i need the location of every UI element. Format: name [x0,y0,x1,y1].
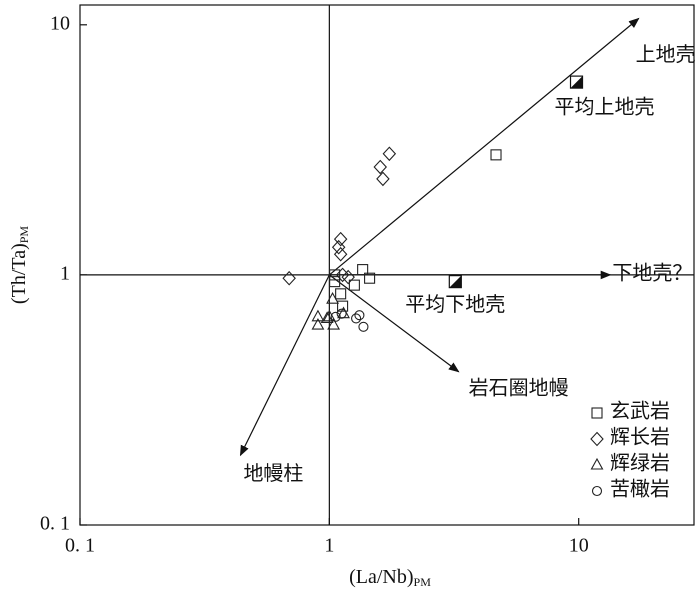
data-point [382,146,397,162]
arrow-label: 下地壳？ [612,261,692,284]
legend-marker [591,407,603,419]
trend-arrow [328,17,640,276]
legend-label: 苦橄岩 [610,478,670,501]
data-point [329,276,341,288]
legend-marker [590,431,604,447]
arrow-label: 岩石圈地幔 [469,376,569,399]
arrow-label: 上地壳 [636,43,696,66]
trend-arrow [239,274,330,457]
y-tick-label: 0. 1 [40,513,70,535]
arrow-label: 地幔柱 [243,462,303,485]
data-point [322,309,336,322]
plot-frame [79,4,695,526]
reference-point-label: 平均上地壳 [555,96,655,119]
y-axis-label: (Th/Ta)PM [8,226,31,304]
trend-arrow [328,274,460,373]
legend-marker [591,485,603,497]
data-point [490,149,502,161]
y-axis-label-main: (Th/Ta) [8,243,30,304]
data-point [357,264,369,276]
data-point [358,321,369,332]
data-point [373,159,387,175]
data-point [331,239,346,255]
y-tick-label: 1 [60,262,70,284]
data-point [336,308,347,319]
data-point [326,291,339,304]
x-tick-label: 1 [324,535,334,557]
x-tick-label: 10 [569,535,589,557]
reference-point-fill [570,76,583,89]
legend-label: 辉绿岩 [610,452,670,475]
data-point [348,279,360,291]
data-point [311,317,325,330]
legend-marker [590,457,604,470]
data-point [282,270,296,286]
data-point [320,311,334,323]
y-axis-label-sub: PM [17,226,31,244]
reference-point-fill [449,275,462,288]
data-point [351,313,362,324]
data-point [364,272,376,284]
x-axis-label: (La/Nb)PM [349,566,431,589]
x-axis-label-main: (La/Nb) [349,566,413,588]
legend-label: 玄武岩 [610,400,670,423]
data-point [354,310,365,321]
data-point [311,309,325,322]
x-axis-label-sub: PM [414,575,432,589]
data-point [330,311,341,322]
data-point [329,269,341,281]
data-point [335,288,347,300]
data-point [341,269,355,285]
data-point [337,300,349,312]
y-tick-label: 10 [50,12,70,34]
x-tick-label: 0. 1 [65,535,95,557]
data-point [333,231,348,247]
data-point [376,171,390,187]
reference-point-label: 平均下地壳 [405,293,505,316]
data-point [333,246,348,262]
data-point [327,317,341,330]
legend-label: 辉长岩 [610,426,670,449]
